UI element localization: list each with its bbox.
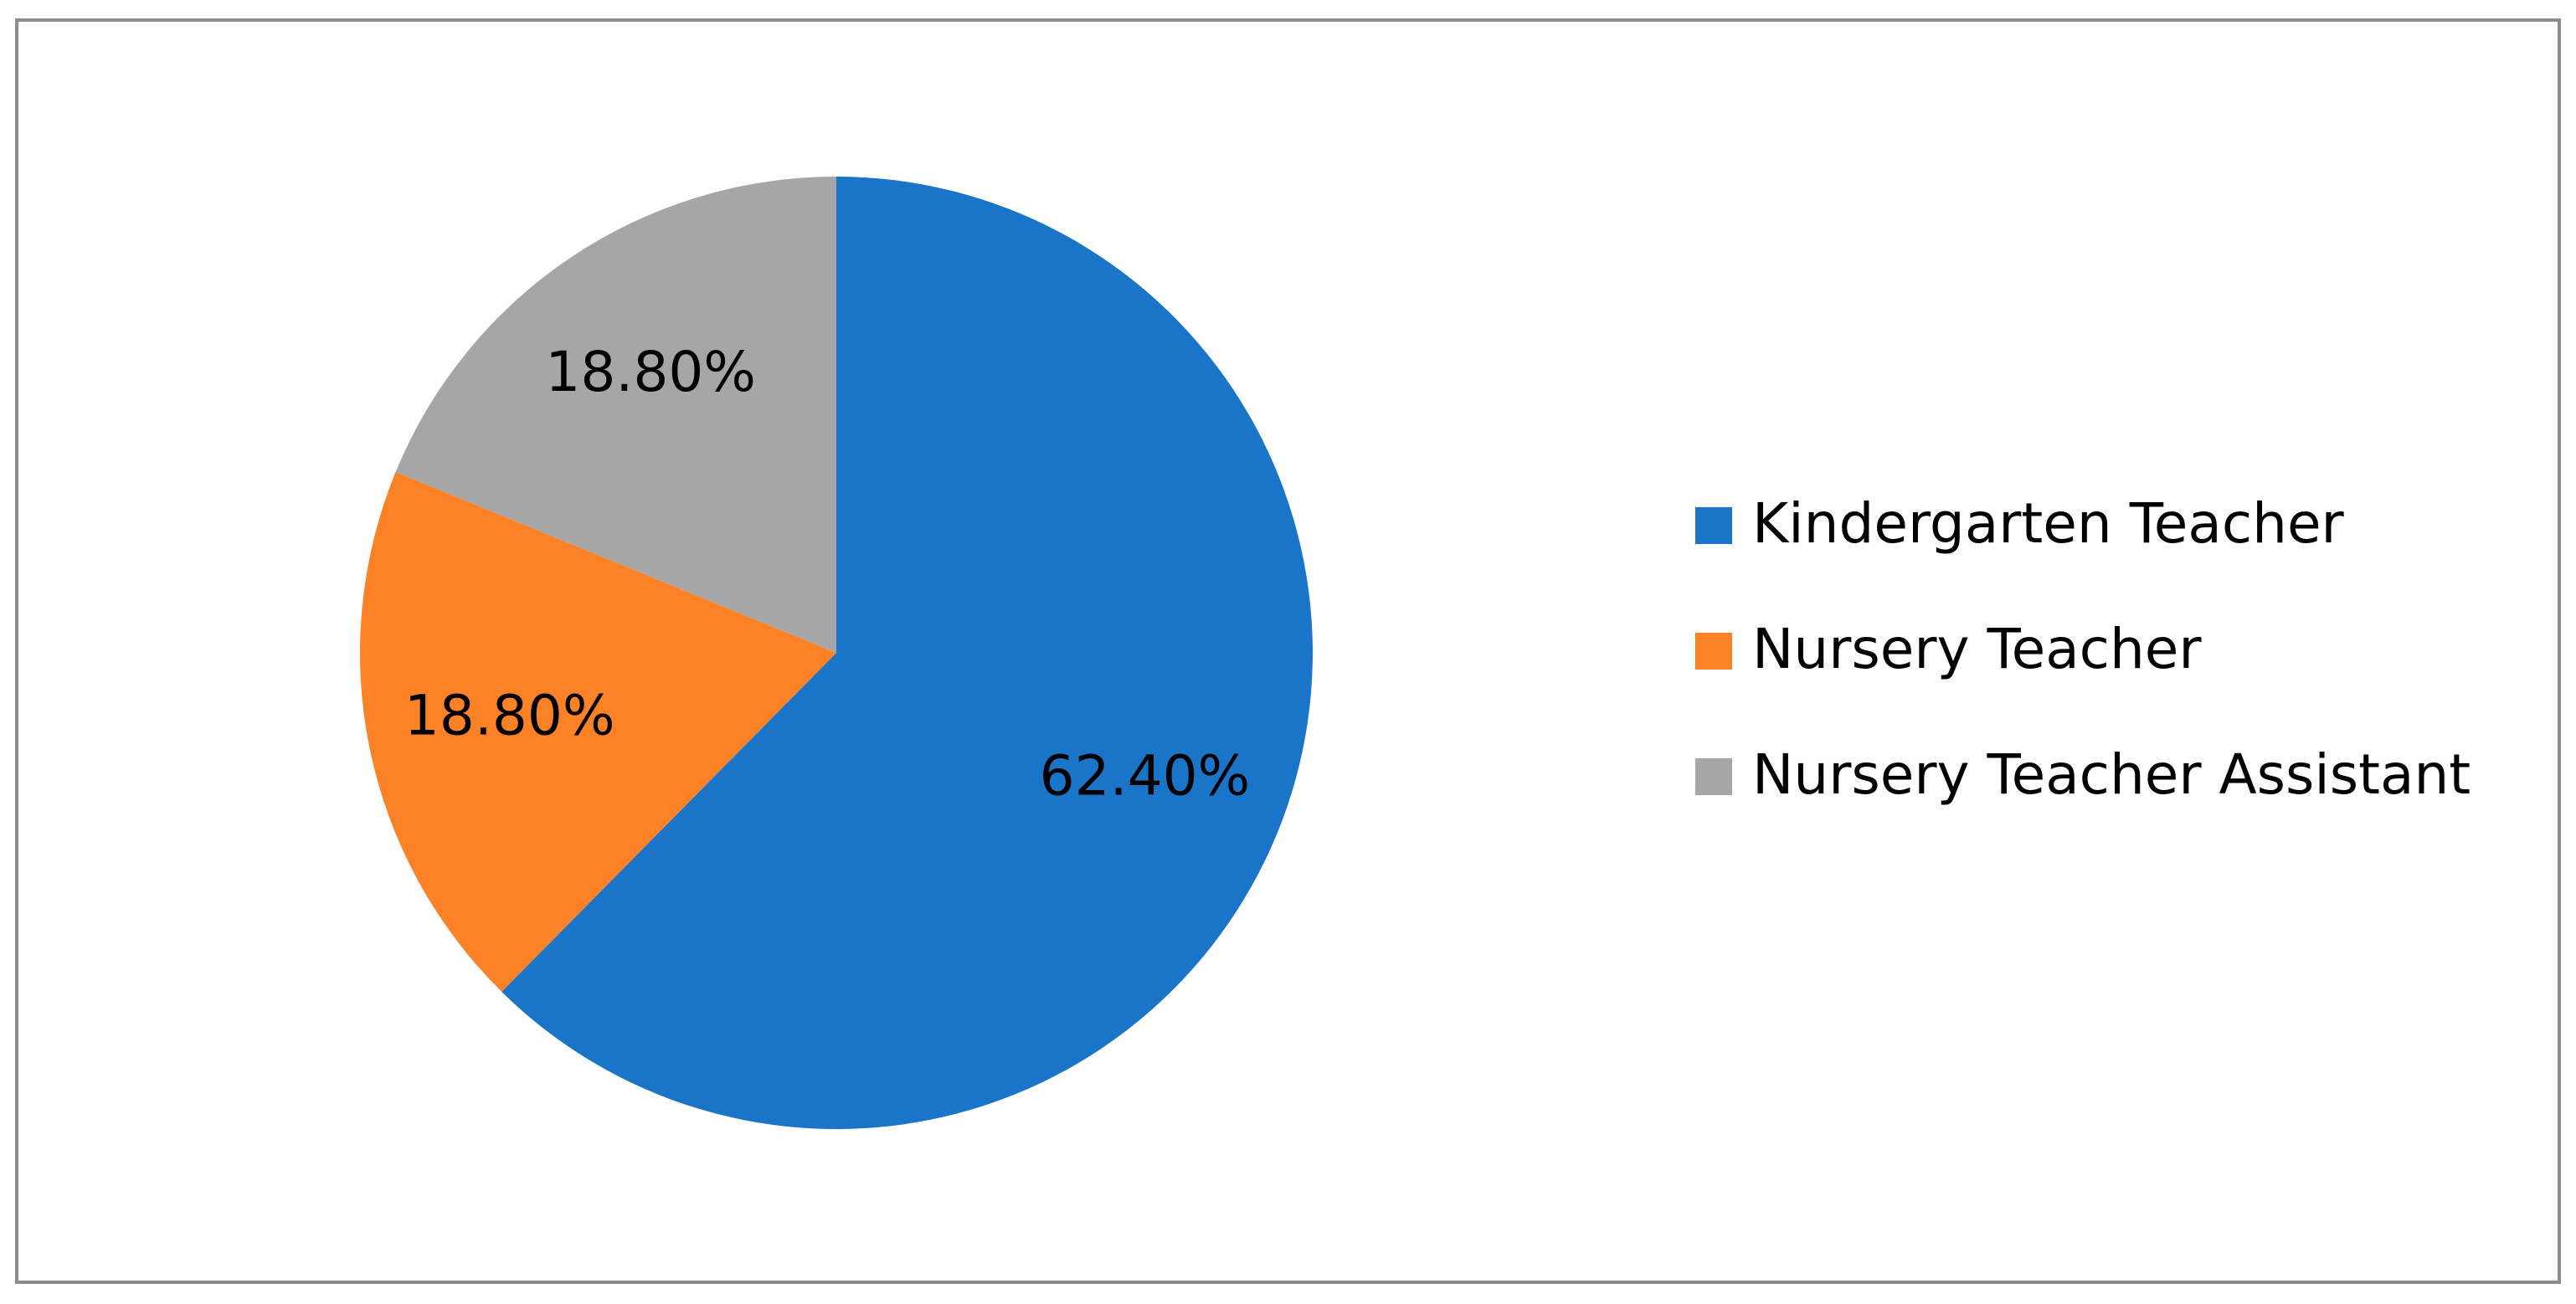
data-label: 18.80%	[404, 684, 615, 748]
legend-swatch	[1695, 758, 1732, 795]
data-label: 18.80%	[545, 340, 756, 404]
pie-slice	[395, 177, 836, 653]
legend-label: Kindergarten Teacher	[1752, 491, 2345, 556]
pie-slice	[360, 471, 837, 992]
legend-label: Nursery Teacher Assistant	[1752, 742, 2471, 807]
pie-slice	[501, 177, 1313, 1130]
legend-swatch	[1695, 507, 1732, 544]
legend-label: Nursery Teacher	[1752, 617, 2202, 681]
legend-swatch	[1695, 633, 1732, 670]
data-label: 62.40%	[1040, 743, 1251, 808]
